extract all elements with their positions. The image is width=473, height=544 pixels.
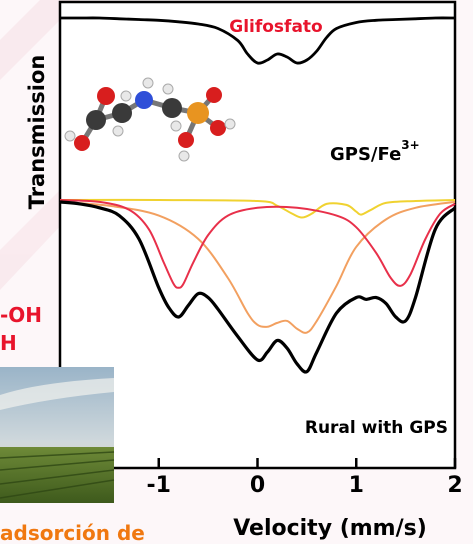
gps-fe-label-sup: 3+ <box>401 138 419 152</box>
series-gps-fe3-curve <box>60 16 456 65</box>
rural-with-gps-label: Rural with GPS <box>305 418 448 438</box>
figure-title: Glifosfato <box>229 17 322 37</box>
subspectrum-yellow-curve <box>59 198 456 219</box>
x-axis-label: Velocity (mm/s) <box>233 516 427 541</box>
data-curves <box>59 16 457 374</box>
x-axis-ticks <box>157 458 457 468</box>
landscape-photo <box>0 367 115 503</box>
bottom-left-text: adsorción de <box>0 521 145 544</box>
x-tick-label-2: 2 <box>447 473 462 498</box>
gps-fe-label: GPS/Fe3+ <box>330 138 420 165</box>
x-axis-tick-labels: -1 0 1 2 <box>147 473 463 498</box>
left-h-text: H <box>0 331 17 355</box>
left-oh-text: -OH <box>0 303 42 327</box>
plot-area <box>58 0 457 470</box>
series-rural-with-gps-curve <box>59 200 457 374</box>
x-tick-label-0: 0 <box>250 473 265 498</box>
subspectrum-orange-curve <box>59 200 456 334</box>
x-tick-label-1: 1 <box>349 473 364 498</box>
x-tick-label--1: -1 <box>147 473 171 498</box>
y-axis-label: Transmission <box>25 55 49 210</box>
glyphosate-molecule-illustration <box>64 77 236 162</box>
gps-fe-label-main: GPS/Fe <box>330 144 401 165</box>
subspectrum-red-curve <box>59 199 456 289</box>
